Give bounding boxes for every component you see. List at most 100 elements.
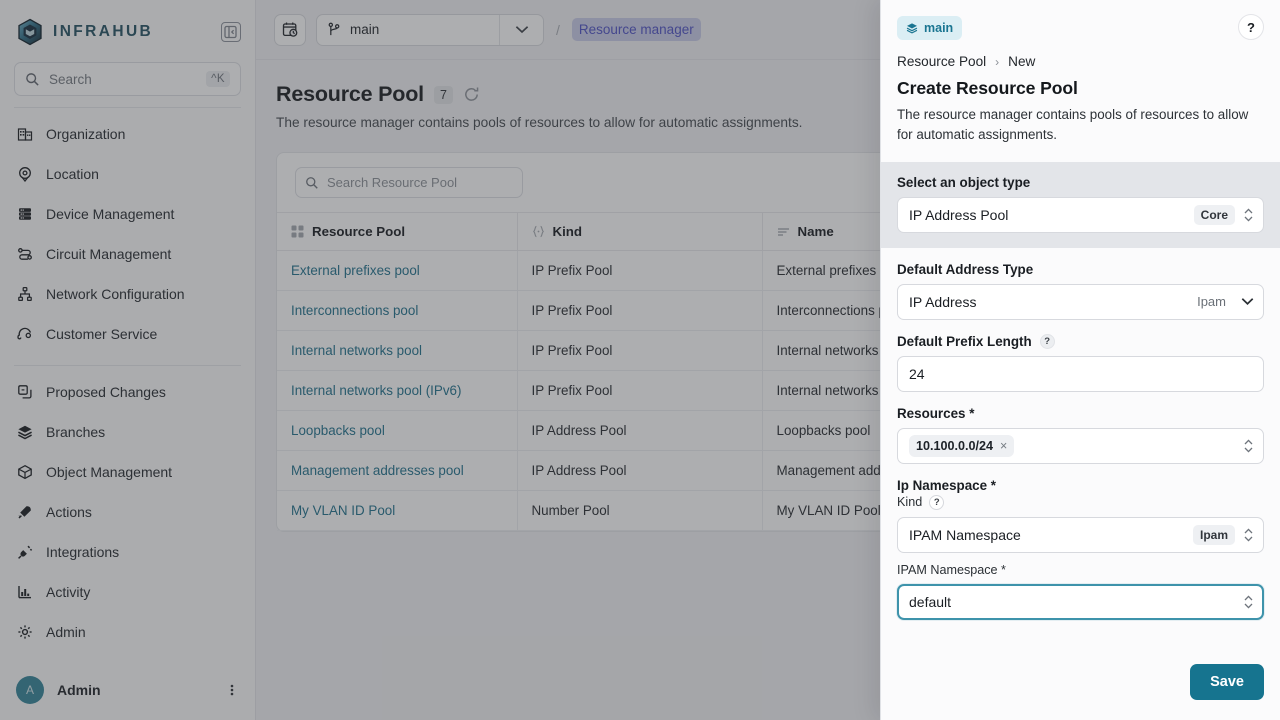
headset-icon (16, 325, 34, 343)
chevron-right-icon: › (995, 54, 1000, 69)
field-label: Resources * (897, 405, 975, 421)
sidebar-item-network-configuration[interactable]: Network Configuration (8, 274, 247, 314)
refresh-icon[interactable] (463, 86, 480, 103)
help-tooltip-icon[interactable]: ? (1039, 333, 1055, 349)
search-icon (305, 176, 319, 190)
sidebar-item-label: Circuit Management (46, 246, 172, 262)
close-icon[interactable]: × (1000, 438, 1008, 453)
user-menu[interactable]: A Admin (8, 670, 247, 710)
search-icon (25, 72, 40, 87)
cube-icon (16, 463, 34, 481)
breadcrumb-separator: / (556, 21, 560, 38)
sidebar-item-organization[interactable]: Organization (8, 114, 247, 154)
rocket-icon (16, 503, 34, 521)
topbar: main / Resource manager (256, 0, 1280, 60)
cell-resource-pool[interactable]: My VLAN ID Pool (277, 490, 518, 531)
default-prefix-length-input[interactable]: 24 (897, 355, 1264, 392)
sidebar-item-circuit-management[interactable]: Circuit Management (8, 234, 247, 274)
panel-form: Select an object type IP Address Pool Co… (881, 161, 1280, 654)
calendar-clock-icon[interactable] (274, 13, 306, 46)
search-input[interactable]: Search ^K (14, 62, 241, 96)
column-header-resource-pool[interactable]: Resource Pool (277, 212, 518, 251)
field-label: Default Address Type (897, 261, 1034, 277)
hexagon-cube-logo-icon (16, 18, 44, 46)
cell-kind: Number Pool (517, 490, 763, 531)
chevron-down-icon[interactable] (1241, 297, 1254, 306)
breadcrumb[interactable]: Resource manager (571, 18, 701, 41)
cell-kind: IP Prefix Pool (517, 370, 763, 411)
sidebar-item-label: Location (46, 166, 99, 182)
breadcrumb-current: New (1008, 54, 1036, 69)
modal-overlay[interactable] (0, 0, 880, 720)
circuit-nodes-icon (16, 245, 34, 263)
layers-icon (906, 22, 918, 34)
sidebar-item-integrations[interactable]: Integrations (8, 532, 247, 572)
panel-branch-label: main (924, 21, 954, 35)
sidebar-item-admin[interactable]: Admin (8, 612, 247, 652)
save-button[interactable]: Save (1190, 664, 1264, 700)
breadcrumb-parent[interactable]: Resource Pool (897, 54, 987, 69)
object-type-label: Select an object type (897, 174, 1031, 190)
copy-stack-icon (16, 383, 34, 401)
cell-resource-pool[interactable]: Internal networks pool (277, 330, 518, 371)
help-tooltip-icon[interactable]: ? (929, 494, 945, 510)
brand-name: INFRAHUB (53, 23, 154, 40)
sidebar-item-label: Device Management (46, 206, 175, 222)
curly-braces-icon (532, 225, 545, 238)
cell-resource-pool[interactable]: Interconnections pool (277, 290, 518, 331)
object-type-group: Select an object type IP Address Pool Co… (881, 161, 1280, 248)
panel-footer: Save (881, 654, 1280, 720)
sidebar-item-label: Activity (46, 584, 91, 600)
object-type-value: IP Address Pool (909, 206, 1009, 223)
sidebar-item-label: Object Management (46, 464, 173, 480)
cell-resource-pool[interactable]: Management addresses pool (277, 450, 518, 491)
kebab-menu-icon[interactable] (225, 682, 239, 698)
git-branch-icon (327, 22, 341, 37)
table-search-input[interactable]: Search Resource Pool (295, 167, 523, 198)
sidebar-item-label: Customer Service (46, 326, 158, 342)
field-namespace-tag: Ipam (1197, 294, 1226, 310)
object-type-select[interactable]: IP Address Pool Core (897, 196, 1264, 233)
cell-resource-pool[interactable]: Internal networks pool (IPv6) (277, 370, 518, 411)
count-badge: 7 (433, 85, 453, 104)
grid-cells-icon (291, 225, 304, 238)
create-resource-pool-panel: main ? Resource Pool › New Create Resour… (880, 0, 1280, 720)
sidebar-item-activity[interactable]: Activity (8, 572, 247, 612)
sidebar-item-branches[interactable]: Branches (8, 412, 247, 452)
column-header-label: Resource Pool (312, 224, 406, 239)
sidebar-item-object-management[interactable]: Object Management (8, 452, 247, 492)
cell-kind: IP Address Pool (517, 450, 763, 491)
sidebar-item-label: Branches (46, 424, 106, 440)
branch-selector[interactable]: main (316, 13, 544, 46)
default-address-type-select[interactable]: IP Address Ipam (897, 283, 1264, 320)
resource-chip[interactable]: 10.100.0.0/24 × (909, 434, 1015, 457)
stepper-updown-icon[interactable] (1243, 526, 1254, 544)
sidebar-item-actions[interactable]: Actions (8, 492, 247, 532)
field-value: 24 (909, 365, 925, 382)
help-button[interactable]: ? (1238, 14, 1264, 40)
chevron-down-icon[interactable] (499, 14, 543, 45)
stepper-updown-icon[interactable] (1243, 437, 1254, 455)
sidebar-item-label: Proposed Changes (46, 384, 166, 400)
server-rack-icon (16, 205, 34, 223)
panel-branch-badge[interactable]: main (897, 16, 963, 40)
sidebar-item-location[interactable]: Location (8, 154, 247, 194)
sidebar-item-proposed-changes[interactable]: Proposed Changes (8, 372, 247, 412)
column-header-kind[interactable]: Kind (517, 212, 763, 251)
sidebar-item-device-management[interactable]: Device Management (8, 194, 247, 234)
ipam-namespace-select[interactable]: default (897, 583, 1264, 620)
panel-collapse-icon[interactable] (221, 22, 241, 42)
sidebar-item-label: Organization (46, 126, 126, 142)
cell-kind: IP Address Pool (517, 410, 763, 451)
resource-chip-label: 10.100.0.0/24 (916, 438, 994, 453)
ip-namespace-kind-select[interactable]: IPAM Namespace Ipam (897, 516, 1264, 553)
ipam-namespace-label: IPAM Namespace * (897, 562, 1006, 577)
cell-resource-pool[interactable]: Loopbacks pool (277, 410, 518, 451)
map-pin-target-icon (16, 165, 34, 183)
sidebar-item-customer-service[interactable]: Customer Service (8, 314, 247, 354)
cell-resource-pool[interactable]: External prefixes pool (277, 250, 518, 291)
resources-multiselect[interactable]: 10.100.0.0/24 × (897, 427, 1264, 464)
stepper-updown-icon[interactable] (1243, 206, 1254, 224)
stepper-updown-icon[interactable] (1243, 593, 1254, 611)
object-type-namespace-tag: Core (1193, 204, 1235, 225)
